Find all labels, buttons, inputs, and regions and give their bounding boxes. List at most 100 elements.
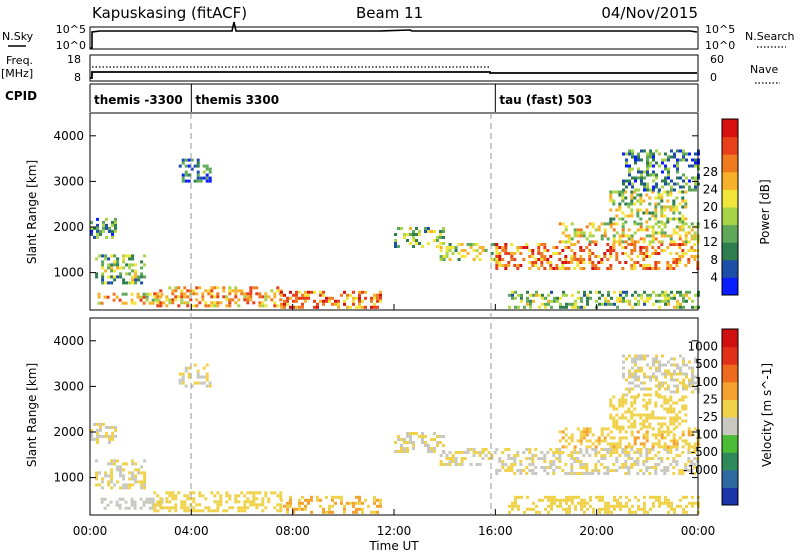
heatmap-cell: [597, 439, 601, 443]
heatmap-cell: [627, 205, 631, 209]
heatmap-cell: [550, 507, 553, 511]
heatmap-cell: [594, 228, 598, 232]
heatmap-cell: [640, 366, 643, 370]
heatmap-cell: [648, 240, 652, 244]
heatmap-cell: [111, 223, 114, 227]
heatmap-cell: [624, 445, 628, 449]
heatmap-cell: [504, 264, 508, 267]
heatmap-cell: [693, 231, 697, 235]
heatmap-cell: [143, 486, 147, 490]
heatmap-cell: [183, 503, 187, 507]
heatmap-cell: [672, 416, 676, 420]
heatmap-cell: [678, 211, 682, 215]
heatmap-cell: [96, 428, 99, 432]
heatmap-cell: [379, 299, 382, 303]
heatmap-cell: [181, 179, 185, 183]
heatmap-cell: [672, 410, 676, 414]
heatmap-cell: [619, 290, 622, 294]
heatmap-cell: [507, 466, 511, 469]
heatmap-cell: [663, 416, 667, 420]
heatmap-cell: [96, 431, 99, 435]
heatmap-cell: [678, 246, 682, 249]
heatmap-cell: [636, 430, 640, 434]
heatmap-cell: [682, 372, 685, 376]
heatmap-cell: [664, 372, 667, 376]
heatmap-cell: [237, 298, 241, 302]
heatmap-cell: [316, 302, 319, 306]
heatmap-cell: [691, 372, 694, 376]
heatmap-cell: [637, 507, 640, 511]
heatmap-cell: [202, 164, 206, 168]
heatmap-cell: [561, 231, 565, 235]
heatmap-cell: [358, 507, 361, 511]
heatmap-cell: [168, 286, 172, 290]
heatmap-cell: [598, 302, 601, 306]
heatmap-cell: [655, 354, 658, 358]
heatmap-cell: [457, 252, 461, 255]
heatmap-cell: [519, 264, 523, 267]
heatmap-cell: [165, 491, 169, 495]
heatmap-cell: [549, 466, 553, 469]
heatmap-cell: [687, 433, 691, 437]
heatmap-cell: [544, 495, 547, 499]
heatmap-cell: [612, 228, 616, 232]
heatmap-cell: [645, 460, 649, 463]
heatmap-cell: [565, 510, 568, 514]
heatmap-cell: [406, 441, 409, 444]
station-title: Kapuskasing (fitACF): [92, 4, 247, 22]
heatmap-cell: [634, 372, 637, 376]
heatmap-cell: [531, 463, 535, 466]
heatmap-cell: [634, 384, 637, 388]
heatmap-cell: [346, 293, 349, 297]
heatmap-cell: [621, 448, 625, 451]
heatmap-cell: [640, 182, 643, 186]
heatmap-cell: [624, 454, 628, 457]
heatmap-cell: [205, 167, 209, 171]
heatmap-cell: [627, 419, 631, 423]
heatmap-cell: [618, 425, 622, 429]
heatmap-cell: [439, 249, 443, 252]
heatmap-cell: [136, 292, 140, 296]
heatmap-cell: [630, 401, 634, 405]
heatmap-cell: [664, 369, 667, 373]
heatmap-cell: [579, 439, 583, 443]
heatmap-cell: [669, 243, 673, 246]
heatmap-cell: [670, 357, 673, 361]
heatmap-cell: [159, 503, 163, 507]
heatmap-cell: [670, 375, 673, 379]
heatmap-cell: [679, 158, 682, 162]
colorbar-swatch: [722, 189, 738, 208]
freq-panel: Freq. [MHz] 18 8 60 0 Nave: [1, 53, 780, 84]
heatmap-cell: [666, 448, 670, 451]
heatmap-cell: [594, 469, 598, 472]
heatmap-cell: [655, 390, 658, 394]
colorbar-swatch: [722, 487, 738, 506]
heatmap-cell: [246, 506, 250, 510]
heatmap-cell: [571, 498, 574, 502]
heatmap-cell: [591, 240, 595, 244]
heatmap-cell: [577, 495, 580, 499]
heatmap-cell: [234, 497, 238, 501]
heatmap-cell: [243, 292, 247, 296]
heatmap-cell: [279, 503, 283, 507]
heatmap-cell: [205, 176, 209, 180]
heatmap-cell: [331, 495, 334, 499]
heatmap-cell: [685, 290, 688, 294]
heatmap-cell: [538, 293, 541, 297]
heatmap-cell: [643, 170, 646, 174]
heatmap-cell: [159, 497, 163, 501]
heatmap-cell: [119, 468, 123, 472]
heatmap-cell: [276, 289, 280, 293]
heatmap-cell: [579, 261, 583, 264]
heatmap-cell: [582, 234, 586, 238]
heatmap-cell: [516, 454, 520, 457]
heatmap-cell: [537, 267, 541, 270]
heatmap-cell: [591, 433, 595, 437]
heatmap-cell: [517, 293, 520, 297]
heatmap-cell: [111, 235, 114, 239]
heatmap-cell: [676, 290, 679, 294]
heatmap-cell: [609, 217, 613, 221]
velocity-ylabel: Slant Range [km]: [25, 363, 39, 467]
heatmap-cell: [664, 293, 667, 297]
heatmap-cell: [96, 223, 99, 227]
